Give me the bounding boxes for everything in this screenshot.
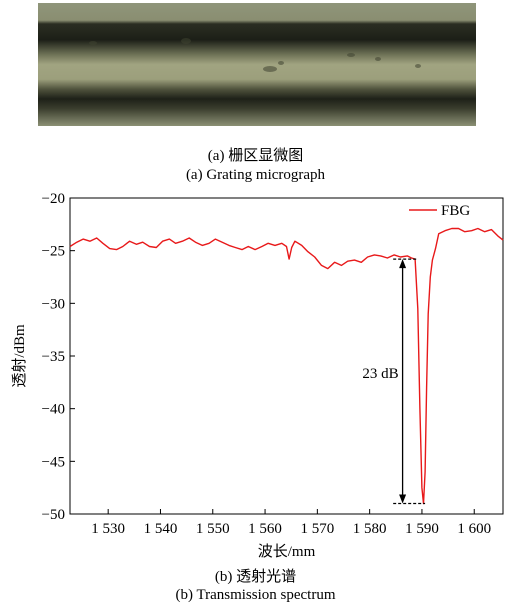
x-tick-label: 1 560 [248,521,282,537]
y-tick-label: −35 [42,349,65,365]
x-tick-label: 1 590 [405,521,439,537]
x-tick-label: 1 600 [457,521,491,537]
y-tick-label: −50 [42,507,65,523]
transmission-spectrum-chart: −20 −25 −30 −35 −40 −45 −50 1 530 1 540 1 550 1 5… [11,191,504,560]
caption-a-english: (a) Grating micrograph [185,167,326,183]
y-tick-label: −20 [42,191,65,207]
legend-label-fbg: FBG [441,203,470,219]
caption-b-english: (b) Transmission spectrum [175,587,336,603]
fbg-series-line [69,227,504,505]
y-tick-label: −30 [42,296,65,312]
micrograph-image [38,3,476,126]
caption-b-chinese: (b) 透射光谱 [214,569,297,585]
plot-area-frame [69,197,504,515]
x-tick-label: 1 580 [353,521,387,537]
annotation-arrow-head-down [399,494,407,504]
x-tick-label: 1 570 [300,521,334,537]
y-tick-label: −25 [42,244,65,260]
y-axis-label: 透射/dBm [11,324,28,388]
grating-micrograph [38,3,476,126]
x-tick-label: 1 550 [196,521,230,537]
x-tick-label: 1 530 [91,521,125,537]
y-tick-label: −45 [42,454,65,470]
x-tick-label: 1 540 [144,521,178,537]
x-axis-label: 波长/mm [258,543,316,560]
caption-a-chinese: (a) 栅区显微图 [207,148,304,164]
y-tick-label: −40 [42,402,65,418]
annotation-arrow-head-up [399,259,407,269]
annotation-23db-label: 23 dB [362,366,398,382]
